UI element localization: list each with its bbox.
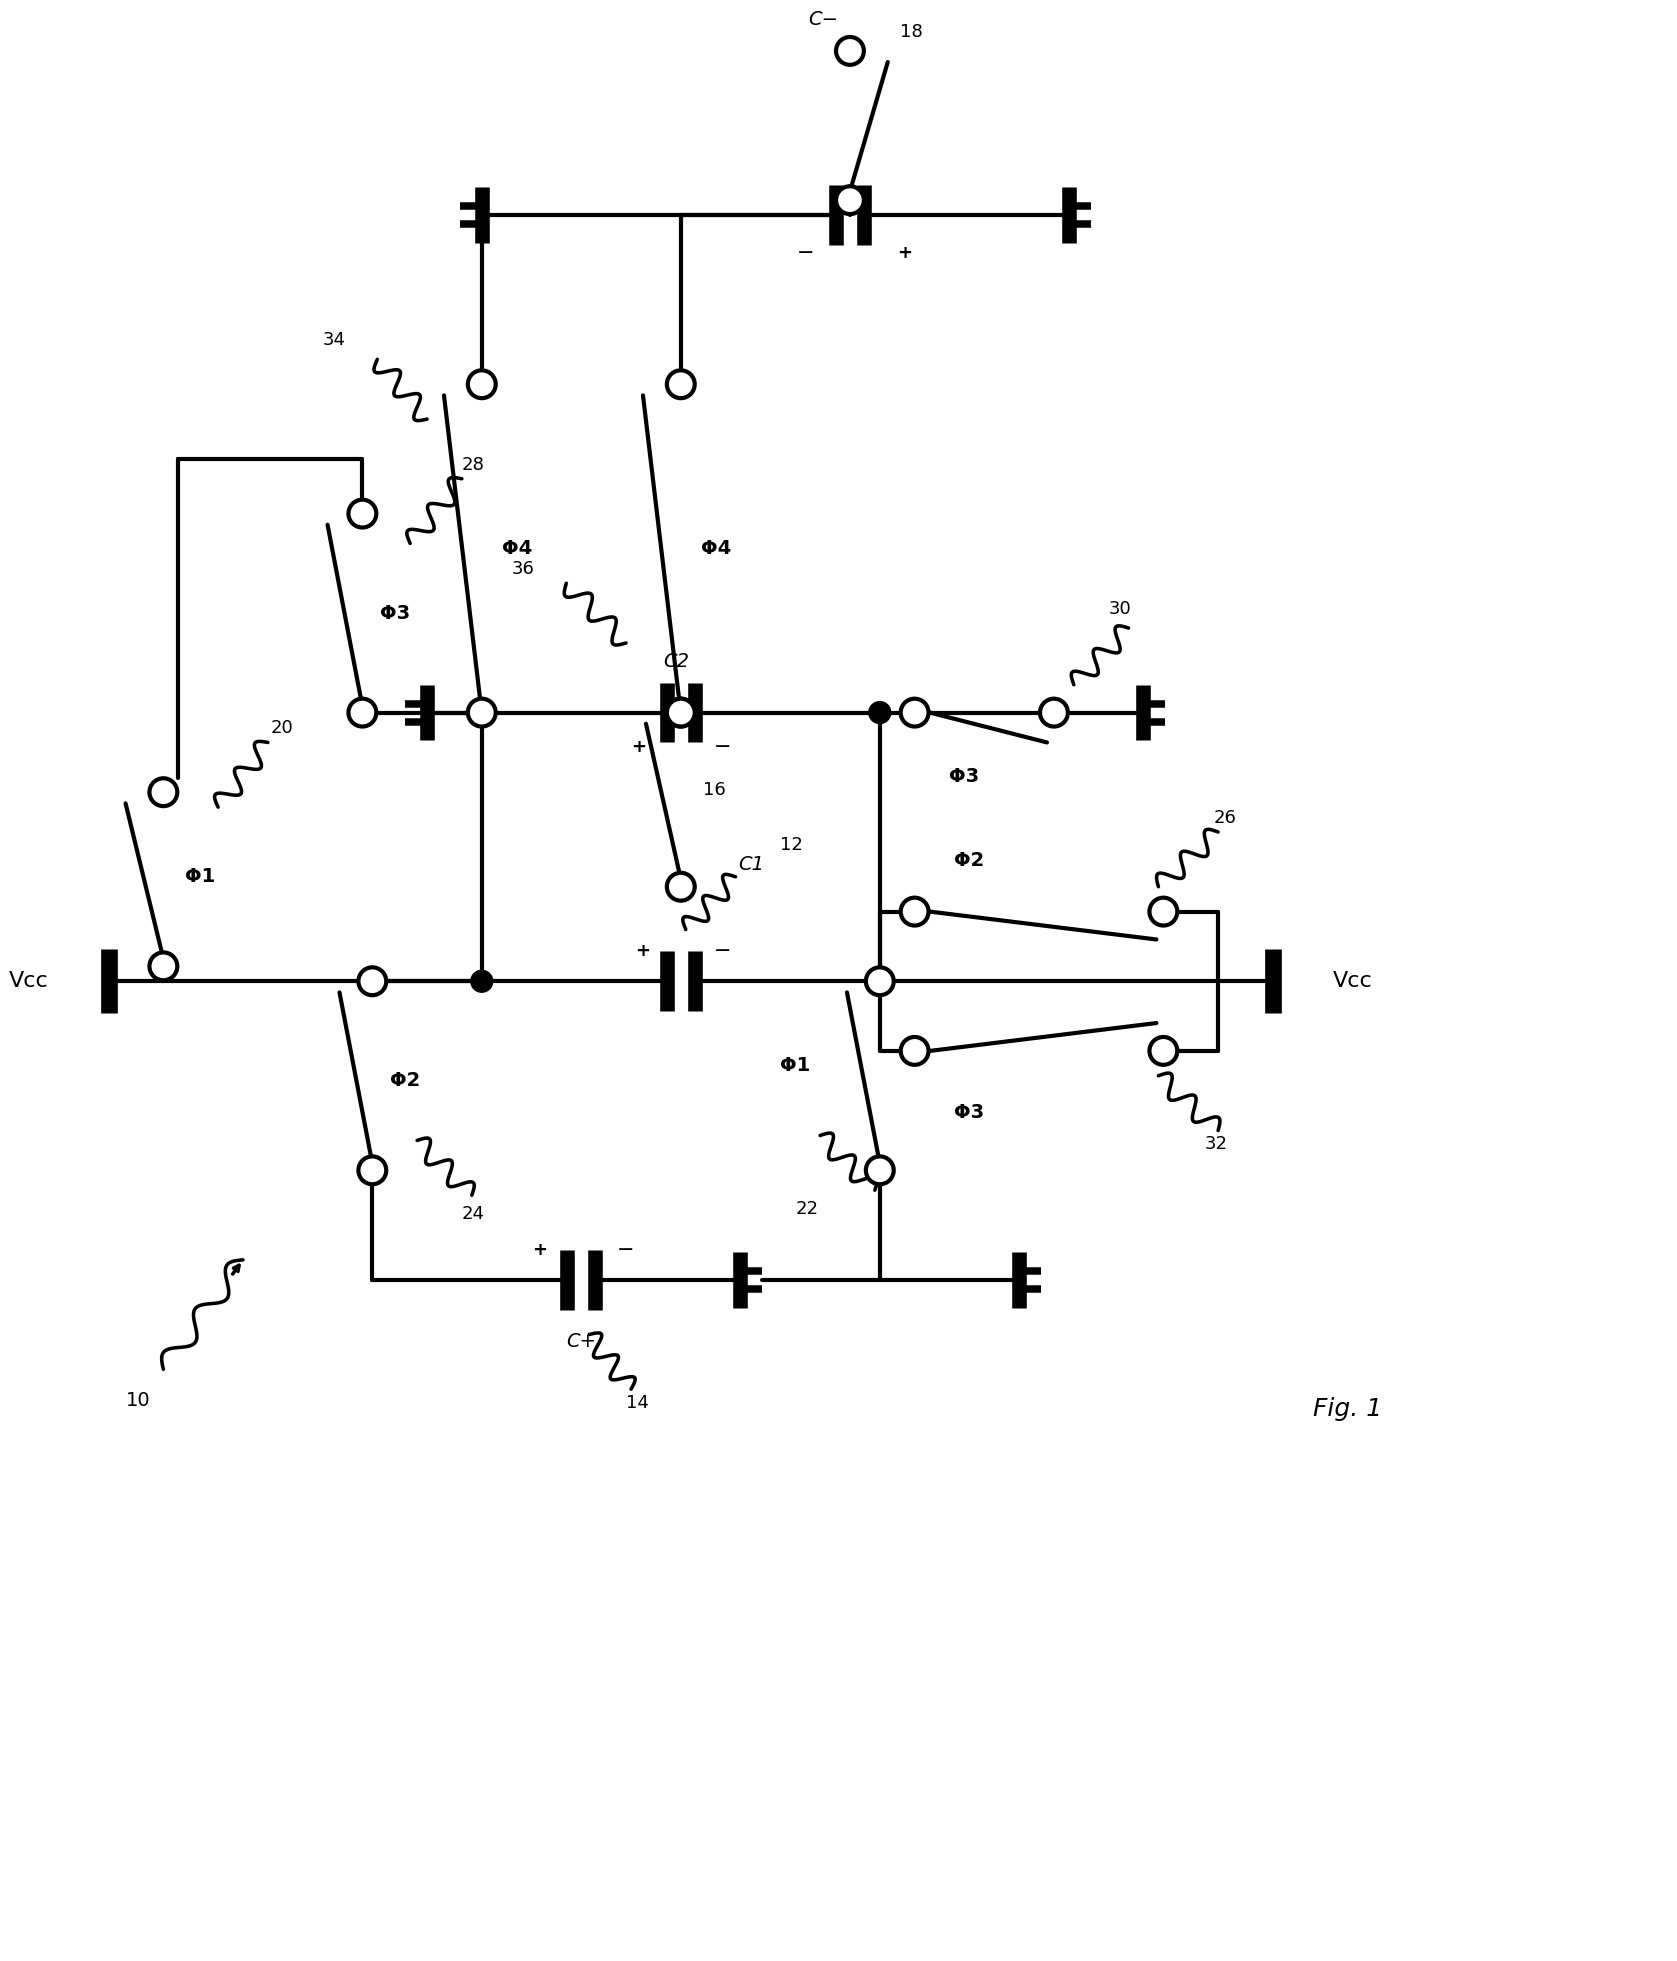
Circle shape <box>901 698 929 726</box>
Text: Φ2: Φ2 <box>391 1071 421 1090</box>
Circle shape <box>349 698 376 726</box>
Text: 36: 36 <box>511 561 535 578</box>
Text: 28: 28 <box>461 455 485 475</box>
Text: Vcc: Vcc <box>8 971 49 990</box>
Circle shape <box>667 698 694 726</box>
Text: Vcc: Vcc <box>1333 971 1372 990</box>
Text: Φ1: Φ1 <box>184 867 216 886</box>
Text: 18: 18 <box>899 24 922 41</box>
Text: 24: 24 <box>461 1206 485 1224</box>
Circle shape <box>1149 1037 1177 1065</box>
Text: 26: 26 <box>1212 810 1236 828</box>
Text: Φ4: Φ4 <box>701 539 731 559</box>
Circle shape <box>667 873 694 900</box>
Text: −: − <box>617 1239 636 1259</box>
Text: C−: C− <box>808 10 838 29</box>
Circle shape <box>359 1157 386 1184</box>
Circle shape <box>667 698 694 726</box>
Text: +: + <box>532 1241 547 1259</box>
Circle shape <box>865 1157 894 1184</box>
Circle shape <box>149 953 178 980</box>
Text: 30: 30 <box>1108 600 1132 618</box>
Text: C2: C2 <box>662 651 689 671</box>
Text: Φ3: Φ3 <box>949 767 979 786</box>
Text: 14: 14 <box>626 1394 649 1412</box>
Text: 34: 34 <box>322 331 345 349</box>
Circle shape <box>471 702 493 724</box>
Text: Φ3: Φ3 <box>954 1102 984 1122</box>
Circle shape <box>1040 698 1068 726</box>
Text: −: − <box>714 941 731 961</box>
Text: 20: 20 <box>270 720 293 737</box>
Circle shape <box>468 698 496 726</box>
Circle shape <box>349 500 376 528</box>
Text: C1: C1 <box>738 855 765 875</box>
Text: +: + <box>636 943 651 961</box>
Text: 16: 16 <box>703 780 726 798</box>
Text: 32: 32 <box>1206 1135 1228 1153</box>
Text: −: − <box>714 737 731 757</box>
Text: 12: 12 <box>780 835 803 853</box>
Text: Φ3: Φ3 <box>381 604 411 622</box>
Text: 10: 10 <box>126 1390 151 1410</box>
Text: +: + <box>897 243 912 263</box>
Text: 22: 22 <box>795 1200 818 1218</box>
Circle shape <box>901 898 929 926</box>
Circle shape <box>359 967 386 994</box>
Text: C+: C+ <box>567 1332 597 1351</box>
Circle shape <box>471 971 493 992</box>
Circle shape <box>837 37 864 65</box>
Circle shape <box>865 967 894 994</box>
Circle shape <box>869 971 890 992</box>
Text: −: − <box>797 243 813 263</box>
Circle shape <box>901 1037 929 1065</box>
Text: +: + <box>632 739 647 757</box>
Text: Φ1: Φ1 <box>780 1057 810 1075</box>
Circle shape <box>1149 898 1177 926</box>
Circle shape <box>149 779 178 806</box>
Circle shape <box>468 371 496 398</box>
Text: Φ2: Φ2 <box>954 851 984 871</box>
Circle shape <box>837 186 864 214</box>
Text: Fig. 1: Fig. 1 <box>1313 1396 1382 1422</box>
Circle shape <box>869 702 890 724</box>
Text: Φ4: Φ4 <box>501 539 532 559</box>
Circle shape <box>667 371 694 398</box>
